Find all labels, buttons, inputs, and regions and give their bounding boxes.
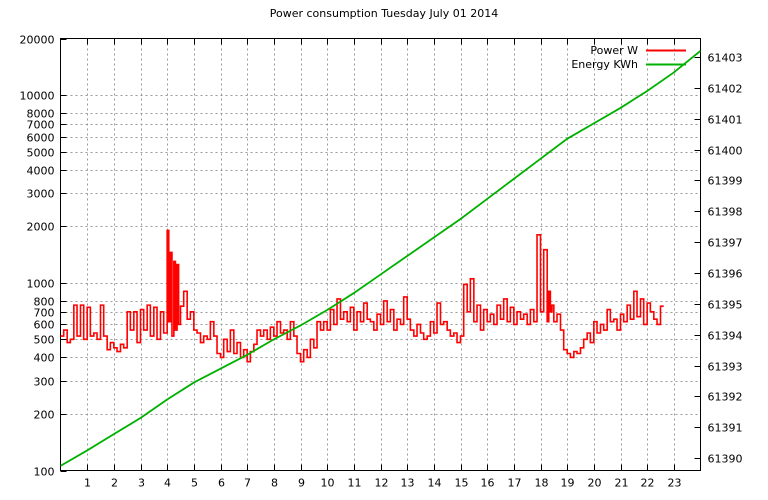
right-axis-tick-label: 61403 <box>708 52 743 65</box>
legend-label-1: Power W <box>590 44 638 57</box>
x-axis-tick-label: 13 <box>401 477 415 490</box>
x-axis-tick-label: 18 <box>535 477 549 490</box>
x-axis-tick-label: 3 <box>138 477 145 490</box>
right-axis-labels: 61390 61391 61392 61393 61394 61395 61396 61397… <box>708 52 743 466</box>
chart-title: Power consumption Tuesday July 01 2014 <box>270 7 499 20</box>
left-axis-tick-label: 2000 <box>27 221 55 234</box>
x-axis-tick-label: 4 <box>164 477 171 490</box>
left-axis-tick-label: 600 <box>34 319 55 332</box>
x-axis-tick-label: 10 <box>321 477 335 490</box>
x-axis-tick-label: 20 <box>588 477 602 490</box>
left-axis-tick-label: 500 <box>34 334 55 347</box>
right-axis-tick-label: 61395 <box>708 299 743 312</box>
left-axis-tick-label: 100 <box>34 466 55 479</box>
vertical-gridlines <box>87 38 675 471</box>
right-axis-tick-label: 61391 <box>708 422 743 435</box>
x-axis-tick-label: 17 <box>508 477 522 490</box>
left-axis-tick-label: 4000 <box>27 165 55 178</box>
left-axis-tick-label: 6000 <box>27 132 55 145</box>
right-axis-tick-label: 61398 <box>708 206 743 219</box>
right-axis-tick-label: 61393 <box>708 361 743 374</box>
legend-label-2: Energy KWh <box>571 58 638 71</box>
x-axis-tick-label: 15 <box>455 477 469 490</box>
plot-frame <box>60 38 701 471</box>
left-axis-tick-label: 3000 <box>27 188 55 201</box>
left-axis-tick-label: 8000 <box>27 108 55 121</box>
right-axis-ticks <box>694 57 701 459</box>
x-axis-tick-label: 7 <box>244 477 251 490</box>
right-axis-tick-label: 61399 <box>708 175 743 188</box>
x-axis-tick-label: 12 <box>375 477 389 490</box>
x-axis-tick-label: 5 <box>191 477 198 490</box>
left-axis-tick-label: 7000 <box>27 119 55 132</box>
left-axis-tick-label: 700 <box>34 307 55 320</box>
right-axis-tick-label: 61402 <box>708 83 743 96</box>
left-axis-ticks <box>60 39 67 472</box>
left-axis-tick-label: 300 <box>34 376 55 389</box>
left-axis-tick-label: 200 <box>34 409 55 422</box>
x-axis-tick-label: 23 <box>668 477 682 490</box>
right-axis-tick-label: 61394 <box>708 330 743 343</box>
left-axis-tick-label: 400 <box>34 352 55 365</box>
x-axis-tick-label: 14 <box>428 477 442 490</box>
left-axis-tick-label: 10000 <box>20 90 55 103</box>
x-axis-tick-label: 11 <box>348 477 362 490</box>
x-axis-ticks <box>87 38 675 471</box>
x-axis-tick-label: 19 <box>561 477 575 490</box>
left-axis-tick-label: 20000 <box>20 34 55 47</box>
x-axis-tick-label: 22 <box>641 477 655 490</box>
left-axis-tick-label: 1000 <box>27 278 55 291</box>
right-axis-tick-label: 61400 <box>708 145 743 158</box>
x-axis-tick-label: 2 <box>111 477 118 490</box>
left-axis-tick-label: 5000 <box>27 147 55 160</box>
x-axis-tick-label: 8 <box>271 477 278 490</box>
left-axis-tick-label: 800 <box>34 296 55 309</box>
x-axis-tick-label: 6 <box>218 477 225 490</box>
x-axis-tick-label: 16 <box>481 477 495 490</box>
x-axis-tick-label: 21 <box>615 477 629 490</box>
right-axis-tick-label: 61401 <box>708 114 743 127</box>
x-axis-tick-label: 9 <box>298 477 305 490</box>
x-axis-labels: 1 2 3 4 5 6 7 8 9 10 11 12 13 14 15 16 17 18 19 20 21 22 23 <box>84 477 682 490</box>
data-series <box>60 50 701 467</box>
series-line-power-w <box>60 229 664 363</box>
x-axis-tick-label: 1 <box>84 477 91 490</box>
series-line-energy-kwh <box>60 50 701 467</box>
right-axis-tick-label: 61396 <box>708 268 743 281</box>
right-axis-tick-label: 61397 <box>708 237 743 250</box>
right-axis-tick-label: 61392 <box>708 391 743 404</box>
right-axis-tick-label: 61390 <box>708 453 743 466</box>
